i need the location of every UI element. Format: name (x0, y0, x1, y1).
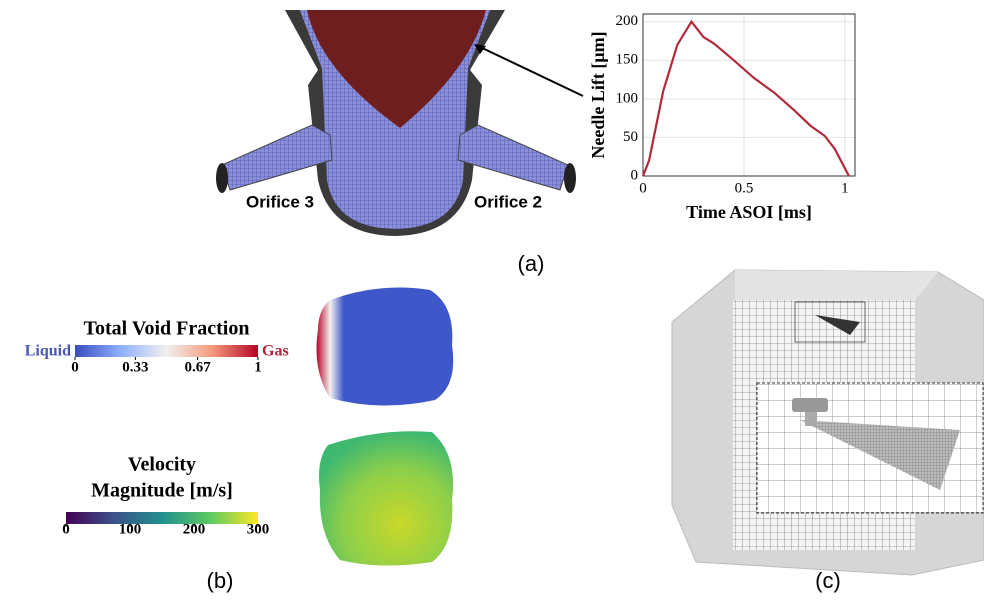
x-tick-label: 0 (639, 180, 647, 196)
panel-label: (b) (207, 568, 234, 593)
y-axis-label: Needle Lift [μm] (588, 31, 608, 158)
colorbar-tick-label: 0.67 (184, 359, 211, 375)
colorbar-tick-label: 1 (254, 359, 262, 375)
panel-label: (a) (518, 251, 545, 276)
velocity-surface (319, 431, 453, 565)
domain-box (672, 270, 984, 575)
colorbar-end-label: Gas (262, 343, 289, 360)
panel-label: (c) (815, 568, 841, 593)
x-tick-label: 1 (841, 180, 849, 196)
y-tick-label: 100 (616, 90, 639, 106)
x-axis-label: Time ASOI [ms] (686, 202, 812, 222)
figure: Orifice 3 Orifice 2 (a) (b) (c) Total Vo… (0, 0, 984, 598)
x-tick-label: 0.5 (735, 180, 754, 196)
colorbar-title: Total Void Fraction (84, 318, 250, 340)
colorbar (75, 345, 258, 357)
y-tick-label: 0 (631, 167, 639, 183)
colorbar-tick-label: 100 (119, 521, 142, 537)
colorbar-end-label: Liquid (25, 343, 71, 360)
orifice-label: Orifice 2 (474, 192, 542, 211)
plot-area (643, 14, 855, 176)
colorbar-tick-label: 200 (183, 521, 206, 537)
colorbar-tick-label: 0.33 (122, 359, 148, 375)
colorbar-tick-label: 0 (62, 521, 70, 537)
y-tick-label: 50 (623, 129, 638, 145)
orifice-label: Orifice 3 (246, 192, 314, 211)
colorbar-title: Magnitude [m/s] (91, 480, 233, 502)
colorbar-title: Velocity (128, 454, 196, 476)
y-tick-label: 150 (616, 52, 639, 68)
colorbar (66, 512, 258, 524)
y-tick-label: 200 (616, 13, 639, 29)
colorbar-tick-label: 300 (247, 521, 270, 537)
colorbar-tick-label: 0 (71, 359, 79, 375)
void-fraction-surface (317, 288, 454, 406)
